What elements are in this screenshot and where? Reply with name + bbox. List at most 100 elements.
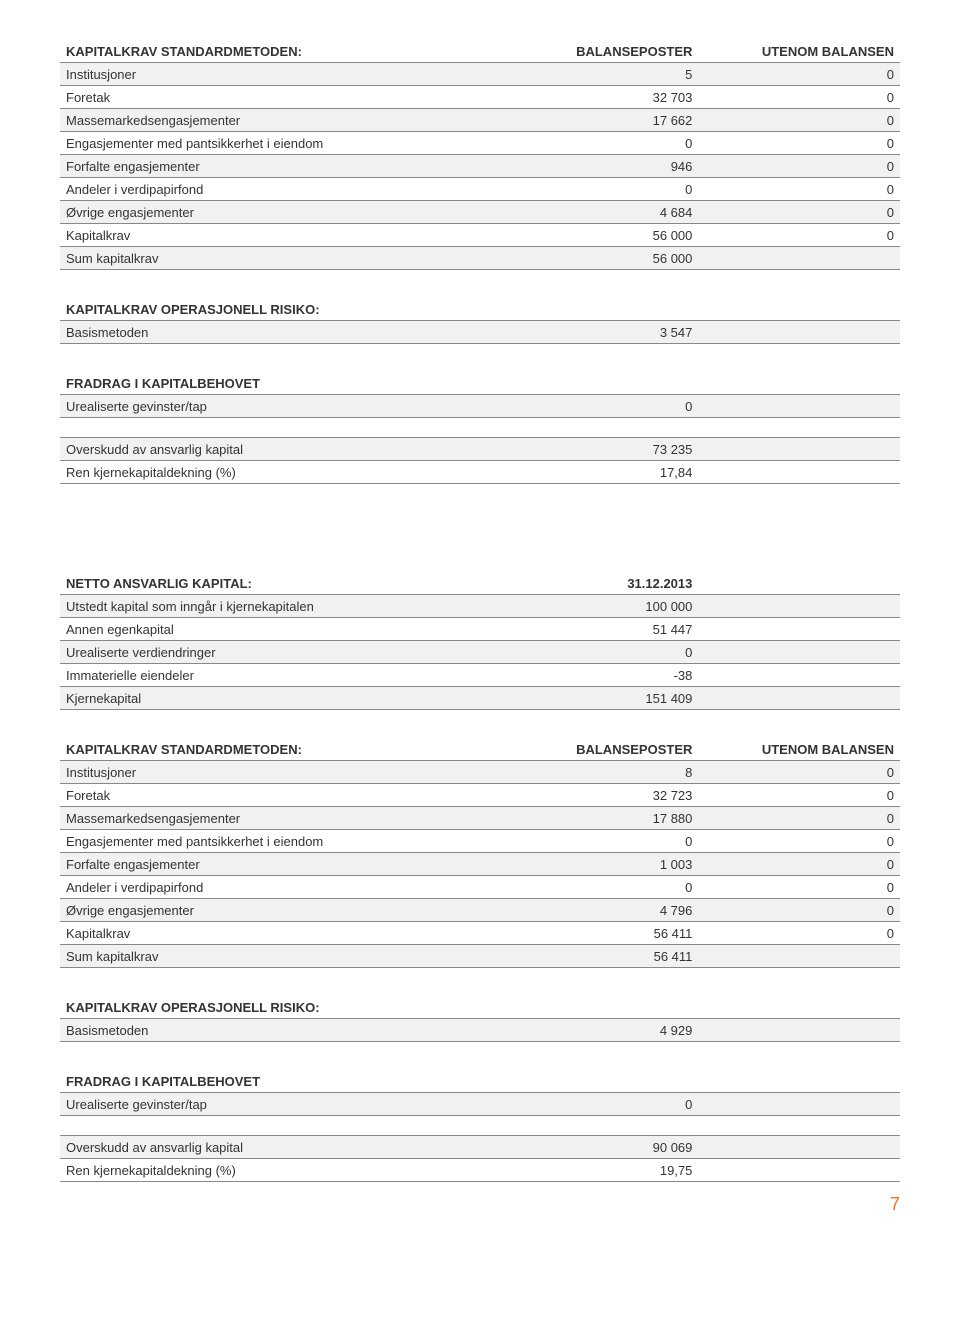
table-row: Andeler i verdipapirfond00 xyxy=(60,178,900,201)
row-value: 5 xyxy=(497,63,699,86)
table-row: Ren kjernekapitaldekning (%)19,75 xyxy=(60,1159,900,1182)
row-label: Kapitalkrav xyxy=(60,224,497,247)
row-label: Engasjementer med pantsikkerhet i eiendo… xyxy=(60,132,497,155)
table-row: Urealiserte gevinster/tap0 xyxy=(60,1093,900,1116)
row-value: -38 xyxy=(497,664,699,687)
row-value: 0 xyxy=(698,132,900,155)
table-row: Urealiserte gevinster/tap0 xyxy=(60,395,900,418)
row-value: 0 xyxy=(698,761,900,784)
row-value xyxy=(698,687,900,710)
table-row: Urealiserte verdiendringer0 xyxy=(60,641,900,664)
row-label: Ren kjernekapitaldekning (%) xyxy=(60,1159,497,1182)
row-label: Annen egenkapital xyxy=(60,618,497,641)
table-row: Kjernekapital151 409 xyxy=(60,687,900,710)
table-spacer xyxy=(60,430,497,438)
table-row: Overskudd av ansvarlig kapital90 069 xyxy=(60,1136,900,1159)
table-row: Basismetoden3 547 xyxy=(60,321,900,344)
kapitalkrav-standardmetoden-table-1: KAPITALKRAV STANDARDMETODEN: BALANSEPOST… xyxy=(60,40,900,270)
row-label: Forfalte engasjementer xyxy=(60,155,497,178)
kapitalkrav-operasjonell-table-1: KAPITALKRAV OPERASJONELL RISIKO: Basisme… xyxy=(60,298,900,344)
row-value: 8 xyxy=(497,761,699,784)
table-header: KAPITALKRAV OPERASJONELL RISIKO: xyxy=(60,996,497,1019)
row-label: Overskudd av ansvarlig kapital xyxy=(60,1136,497,1159)
row-value: 0 xyxy=(698,178,900,201)
row-value: 56 411 xyxy=(497,922,699,945)
row-label: Basismetoden xyxy=(60,1019,497,1042)
overskudd-table-1: Overskudd av ansvarlig kapital73 235Ren … xyxy=(60,430,900,484)
row-label: Urealiserte gevinster/tap xyxy=(60,1093,497,1116)
row-label: Urealiserte verdiendringer xyxy=(60,641,497,664)
row-value xyxy=(698,395,900,418)
row-value: 0 xyxy=(698,224,900,247)
row-value: 0 xyxy=(497,876,699,899)
table-row: Øvrige engasjementer4 6840 xyxy=(60,201,900,224)
table-row: Sum kapitalkrav56 411 xyxy=(60,945,900,968)
row-value: 19,75 xyxy=(497,1159,699,1182)
table-row: Kapitalkrav56 0000 xyxy=(60,224,900,247)
table-header: NETTO ANSVARLIG KAPITAL: xyxy=(60,572,497,595)
table-row: Massemarkedsengasjementer17 8800 xyxy=(60,807,900,830)
row-label: Kjernekapital xyxy=(60,687,497,710)
row-label: Ren kjernekapitaldekning (%) xyxy=(60,461,497,484)
fradrag-kapitalbehovet-table-2: FRADRAG I KAPITALBEHOVET Urealiserte gev… xyxy=(60,1070,900,1116)
row-value: 17,84 xyxy=(497,461,699,484)
row-label: Kapitalkrav xyxy=(60,922,497,945)
row-value xyxy=(698,664,900,687)
table-header: FRADRAG I KAPITALBEHOVET xyxy=(60,372,497,395)
row-value: 0 xyxy=(698,853,900,876)
row-value xyxy=(698,438,900,461)
row-value: 4 684 xyxy=(497,201,699,224)
row-value: 0 xyxy=(698,876,900,899)
table-header: UTENOM BALANSEN xyxy=(698,40,900,63)
row-value: 0 xyxy=(698,784,900,807)
overskudd-table-2: Overskudd av ansvarlig kapital90 069Ren … xyxy=(60,1128,900,1182)
row-value xyxy=(698,1019,900,1042)
row-label: Overskudd av ansvarlig kapital xyxy=(60,438,497,461)
row-value: 3 547 xyxy=(497,321,699,344)
row-value: 0 xyxy=(497,830,699,853)
row-label: Basismetoden xyxy=(60,321,497,344)
row-label: Foretak xyxy=(60,86,497,109)
kapitalkrav-operasjonell-table-2: KAPITALKRAV OPERASJONELL RISIKO: Basisme… xyxy=(60,996,900,1042)
netto-ansvarlig-kapital-table: NETTO ANSVARLIG KAPITAL: 31.12.2013 Utst… xyxy=(60,572,900,710)
row-value: 0 xyxy=(698,201,900,224)
table-row: Utstedt kapital som inngår i kjernekapit… xyxy=(60,595,900,618)
row-value: 4 796 xyxy=(497,899,699,922)
table-header: FRADRAG I KAPITALBEHOVET xyxy=(60,1070,497,1093)
table-row: Sum kapitalkrav56 000 xyxy=(60,247,900,270)
row-value: 90 069 xyxy=(497,1136,699,1159)
table-row: Foretak32 7030 xyxy=(60,86,900,109)
page-number: 7 xyxy=(60,1194,900,1215)
row-label: Sum kapitalkrav xyxy=(60,945,497,968)
row-label: Engasjementer med pantsikkerhet i eiendo… xyxy=(60,830,497,853)
row-value: 0 xyxy=(698,86,900,109)
row-value xyxy=(698,595,900,618)
table-header: BALANSEPOSTER xyxy=(497,40,699,63)
table-row: Forfalte engasjementer9460 xyxy=(60,155,900,178)
row-value: 0 xyxy=(497,641,699,664)
row-value: 0 xyxy=(497,395,699,418)
row-label: Urealiserte gevinster/tap xyxy=(60,395,497,418)
table-row: Institusjoner50 xyxy=(60,63,900,86)
row-value xyxy=(698,1159,900,1182)
row-value: 73 235 xyxy=(497,438,699,461)
row-value: 0 xyxy=(497,1093,699,1116)
row-value: 4 929 xyxy=(497,1019,699,1042)
row-label: Øvrige engasjementer xyxy=(60,201,497,224)
table-row: Massemarkedsengasjementer17 6620 xyxy=(60,109,900,132)
row-value xyxy=(698,247,900,270)
table-row: Foretak32 7230 xyxy=(60,784,900,807)
table-header: 31.12.2013 xyxy=(497,572,699,595)
row-value: 17 662 xyxy=(497,109,699,132)
fradrag-kapitalbehovet-table-1: FRADRAG I KAPITALBEHOVET Urealiserte gev… xyxy=(60,372,900,418)
table-header: BALANSEPOSTER xyxy=(497,738,699,761)
row-value: 0 xyxy=(698,807,900,830)
row-value: 151 409 xyxy=(497,687,699,710)
row-value: 0 xyxy=(698,109,900,132)
row-label: Sum kapitalkrav xyxy=(60,247,497,270)
row-value: 51 447 xyxy=(497,618,699,641)
table-header: UTENOM BALANSEN xyxy=(698,738,900,761)
row-label: Forfalte engasjementer xyxy=(60,853,497,876)
row-value xyxy=(698,1093,900,1116)
table-row: Institusjoner80 xyxy=(60,761,900,784)
